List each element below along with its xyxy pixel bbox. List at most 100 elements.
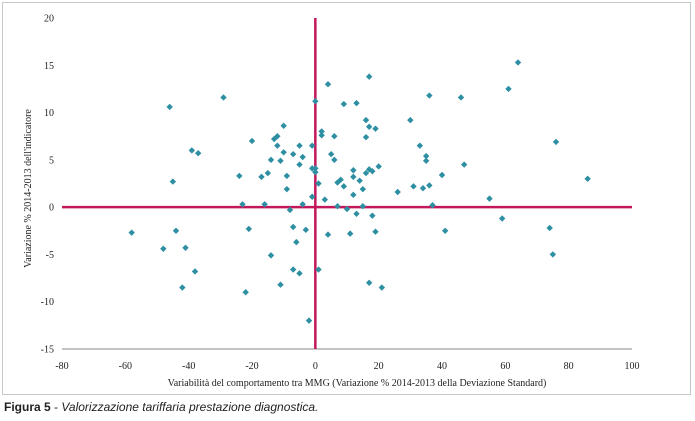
data-point xyxy=(267,252,275,259)
data-point xyxy=(343,205,351,213)
data-point xyxy=(486,195,493,202)
data-point xyxy=(372,125,379,132)
data-point xyxy=(334,202,341,210)
data-point xyxy=(407,116,414,124)
data-point xyxy=(350,173,357,181)
data-point xyxy=(261,201,268,208)
caption-label: Figura 5 xyxy=(4,400,51,414)
x-tick-label: 80 xyxy=(564,361,574,372)
x-tick-label: 20 xyxy=(374,361,384,372)
data-point xyxy=(277,157,284,165)
data-point xyxy=(549,251,557,258)
data-point xyxy=(248,137,256,145)
data-point xyxy=(505,85,512,93)
data-point xyxy=(267,156,275,164)
data-point xyxy=(289,266,297,273)
data-point xyxy=(274,133,281,140)
data-point xyxy=(441,227,449,234)
data-point xyxy=(191,268,199,275)
caption-separator: - xyxy=(50,400,62,414)
data-point xyxy=(346,230,354,237)
data-point xyxy=(315,180,322,187)
y-tick-label: 5 xyxy=(49,155,54,166)
data-point xyxy=(422,152,430,160)
figure-caption: Figura 5 - Valorizzazione tariffaria pre… xyxy=(4,400,684,414)
data-point xyxy=(236,172,243,180)
data-point xyxy=(514,59,522,66)
data-point xyxy=(498,215,506,222)
data-point xyxy=(308,142,316,149)
data-point xyxy=(160,245,167,252)
x-tick-label: -60 xyxy=(119,361,132,372)
data-point xyxy=(308,193,316,200)
x-tick-label: 0 xyxy=(313,361,318,372)
y-tick-label: 20 xyxy=(44,14,54,25)
y-tick-label: -5 xyxy=(46,250,54,261)
data-point xyxy=(299,153,306,161)
data-point xyxy=(293,238,300,246)
x-tick-label: -20 xyxy=(245,361,258,372)
data-point xyxy=(277,281,284,288)
data-point xyxy=(305,317,313,324)
data-point xyxy=(312,165,319,172)
data-point xyxy=(460,161,468,168)
data-point xyxy=(375,163,382,170)
data-point xyxy=(369,168,376,175)
data-point xyxy=(331,133,338,140)
data-point xyxy=(410,183,417,190)
data-point xyxy=(289,150,297,158)
data-point xyxy=(280,122,287,130)
data-point xyxy=(179,284,186,291)
y-tick-label: 10 xyxy=(44,108,54,119)
data-point xyxy=(362,169,370,177)
data-point xyxy=(426,182,433,189)
data-point xyxy=(321,196,329,203)
data-point xyxy=(362,133,370,141)
data-point xyxy=(324,81,332,88)
data-point xyxy=(220,94,227,101)
x-tick-label: -40 xyxy=(182,361,195,372)
y-tick-label: 15 xyxy=(44,61,54,72)
data-point xyxy=(327,150,335,158)
x-tick-label: 100 xyxy=(625,361,640,372)
data-point xyxy=(337,176,344,183)
scatter-chart: -80 -60 -40 -20 0 20 40 60 80 100 -15 -10 -5 0 5 10 15 20… xyxy=(23,14,640,390)
y-tick-label: -15 xyxy=(41,345,54,356)
data-point xyxy=(318,132,325,139)
data-point xyxy=(245,225,253,233)
data-point xyxy=(372,228,379,235)
data-point xyxy=(457,94,465,101)
data-point xyxy=(356,177,363,184)
data-point xyxy=(194,150,202,157)
data-point xyxy=(350,167,357,174)
x-tick-label: 60 xyxy=(500,361,510,372)
data-point xyxy=(166,103,173,111)
data-point xyxy=(312,98,319,105)
data-point xyxy=(128,229,135,236)
data-point xyxy=(299,201,306,208)
data-point xyxy=(552,138,560,146)
data-point xyxy=(359,185,367,193)
y-tick-label: -10 xyxy=(41,297,54,308)
data-point xyxy=(340,100,348,108)
data-point xyxy=(239,201,246,208)
data-point xyxy=(350,191,357,199)
data-point xyxy=(324,231,332,238)
data-point xyxy=(362,116,370,124)
data-point xyxy=(182,244,189,252)
data-point xyxy=(438,171,446,179)
data-point xyxy=(416,142,424,149)
data-point xyxy=(365,123,373,130)
figure-frame xyxy=(2,2,691,395)
data-point xyxy=(302,226,310,234)
data-point xyxy=(172,227,180,234)
data-point xyxy=(378,284,386,291)
data-point xyxy=(283,172,291,180)
data-point xyxy=(369,212,376,219)
data-point xyxy=(429,202,436,209)
data-point xyxy=(426,92,433,99)
x-tick-label: 40 xyxy=(437,361,447,372)
caption-text: Valorizzazione tariffaria prestazione di… xyxy=(61,400,319,414)
data-point xyxy=(315,266,322,273)
data-point xyxy=(312,168,319,176)
